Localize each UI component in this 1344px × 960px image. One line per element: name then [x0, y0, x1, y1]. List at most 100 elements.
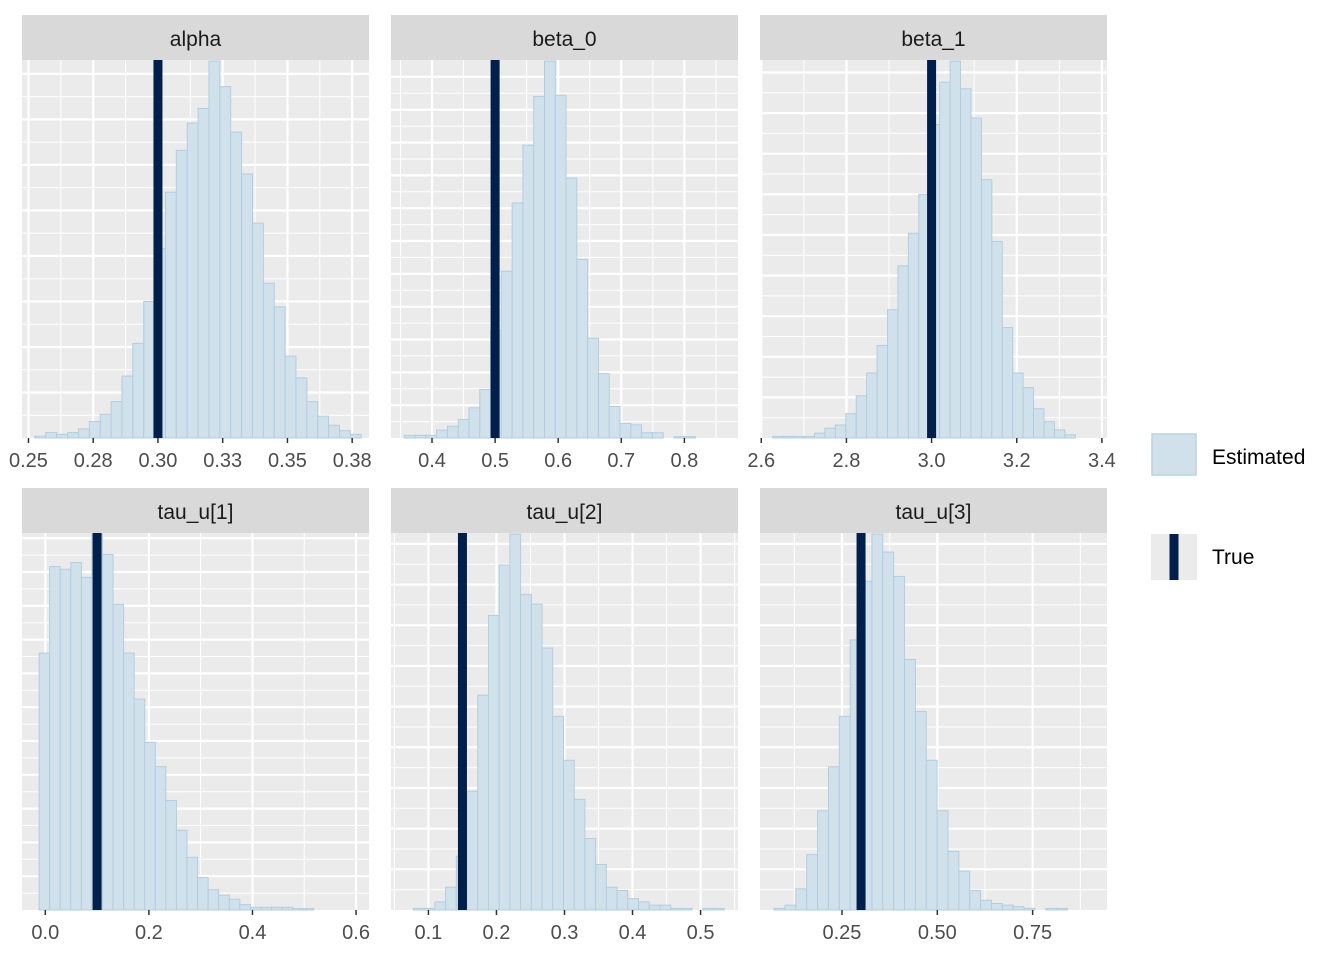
histogram-bar	[67, 432, 79, 439]
histogram-bar	[772, 435, 784, 439]
histogram-bar	[1012, 906, 1025, 911]
panel-4: tau_u[2] 0.1 0.2 0.3 0.4 0.5	[391, 488, 738, 944]
histogram-bar	[782, 435, 795, 439]
histogram-bar	[112, 603, 125, 911]
histogram-bar	[186, 856, 199, 911]
histogram-bar	[144, 741, 156, 911]
histogram-bar	[436, 429, 448, 439]
histogram-bar	[165, 799, 177, 911]
histogram-bar	[175, 149, 188, 439]
strip-background	[22, 488, 369, 533]
histogram-bar	[616, 889, 629, 911]
histogram-bar	[541, 647, 554, 911]
histogram-bar	[77, 428, 90, 439]
x-axis: 0.25 0.50 0.75	[823, 910, 1052, 944]
histogram-bar	[477, 694, 489, 911]
histogram-bar	[1053, 429, 1066, 439]
panel-0: alpha 0.25 0.28 0.30 0.33 0.35 0.38	[9, 15, 372, 472]
histogram-bar	[49, 566, 61, 911]
x-tick-label: 3.0	[918, 450, 946, 472]
histogram-bar	[1022, 387, 1035, 439]
histogram-bar	[520, 593, 532, 911]
x-tick-label: 3.2	[1003, 450, 1031, 472]
facet-title: tau_u[1]	[158, 501, 234, 524]
histogram-bar	[328, 424, 340, 439]
histogram-bar	[45, 432, 58, 439]
histogram-bar	[813, 432, 826, 439]
histogram-bar	[522, 144, 535, 439]
histogram-bar	[121, 375, 134, 439]
histogram-bar	[980, 899, 992, 911]
x-axis: 0.0 0.2 0.4 0.6	[31, 910, 370, 944]
histogram-bar	[1023, 907, 1036, 911]
histogram-bar	[530, 603, 543, 911]
x-tick-label: 0.28	[74, 450, 113, 472]
legend-key-estimated	[1151, 433, 1197, 476]
x-tick-label: 0.30	[138, 450, 177, 472]
histogram-bar	[295, 377, 308, 439]
histogram-bar	[284, 355, 297, 439]
histogram-bar	[498, 564, 511, 911]
histogram-bar	[562, 759, 575, 911]
histogram-bar	[702, 907, 715, 911]
histogram-bar	[262, 282, 275, 439]
histogram-bar	[806, 854, 819, 911]
true-value-line	[856, 533, 866, 910]
x-axis: 0.25 0.28 0.30 0.33 0.35 0.38	[9, 438, 372, 472]
histogram-bar	[338, 430, 351, 439]
true-value-line	[153, 60, 163, 438]
histogram-bar	[893, 575, 906, 911]
histogram-bar	[584, 837, 597, 911]
x-tick-label: 0.35	[268, 450, 307, 472]
histogram-bar	[641, 432, 653, 439]
histogram-bar	[306, 401, 319, 439]
histogram-bar	[228, 898, 241, 911]
x-tick-label: 0.38	[333, 450, 372, 472]
true-value-line	[927, 60, 937, 438]
histogram-bar	[980, 179, 993, 439]
histogram-bar	[175, 829, 188, 911]
histogram-bar	[59, 568, 72, 911]
legend-label-true: True	[1212, 546, 1254, 569]
panel-2: beta_1 2.6 2.8 3.0 3.2 3.4	[747, 15, 1116, 472]
x-tick-label: 3.4	[1088, 450, 1116, 472]
histogram-bar	[154, 766, 167, 911]
histogram-bar	[684, 436, 697, 439]
x-tick-label: 0.0	[31, 922, 59, 944]
histogram-bar	[576, 258, 589, 439]
histogram-bar	[281, 906, 294, 911]
histogram-bar	[554, 94, 567, 439]
histogram-bar	[479, 388, 492, 439]
histogram-bar	[218, 894, 230, 911]
histogram-bar	[565, 177, 578, 439]
histogram-bar	[143, 300, 156, 439]
histogram-bar	[349, 433, 362, 439]
x-tick-label: 0.6	[342, 922, 370, 944]
histogram-bar	[292, 908, 304, 911]
histogram-bar	[500, 270, 513, 439]
histogram-bar	[939, 81, 951, 439]
histogram-bar	[445, 886, 457, 911]
x-tick-label: 0.3	[551, 922, 579, 944]
histogram-bar	[544, 60, 556, 439]
histogram-bar	[423, 907, 436, 911]
histogram-bar	[468, 407, 481, 439]
histogram-bar	[509, 533, 522, 911]
histogram-bar	[871, 533, 884, 911]
x-axis: 2.6 2.8 3.0 3.2 3.4	[747, 438, 1116, 472]
histogram-bar	[597, 373, 610, 439]
histogram-bar	[219, 86, 232, 439]
histogram-bar	[904, 658, 916, 911]
histogram-bar	[110, 401, 123, 439]
histogram-bar	[133, 698, 146, 911]
x-tick-label: 0.4	[239, 922, 267, 944]
histogram-bar	[414, 434, 427, 439]
histogram-bar	[487, 614, 500, 911]
strip-background	[391, 488, 738, 533]
histogram-bar	[34, 435, 47, 439]
histogram-bar	[1001, 904, 1014, 911]
histogram-bar	[608, 405, 621, 439]
strip-background	[760, 488, 1107, 533]
true-value-line	[490, 60, 500, 438]
